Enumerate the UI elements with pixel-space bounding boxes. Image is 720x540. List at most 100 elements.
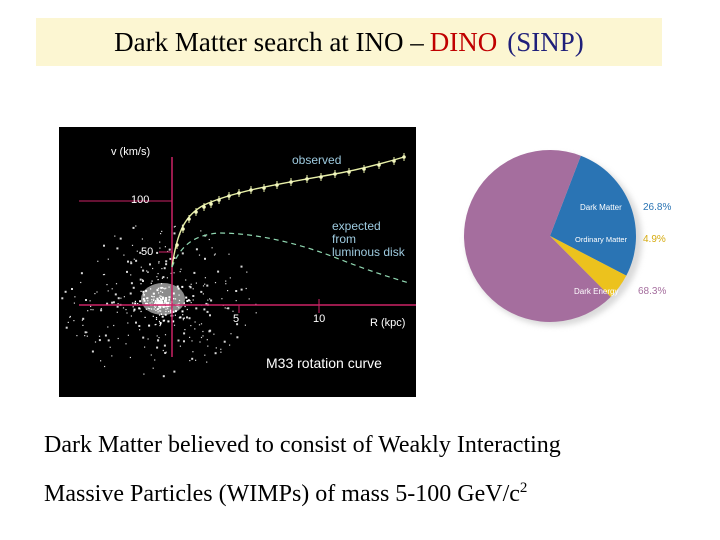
scatter-dot: [141, 238, 143, 240]
scatter-dot: [159, 247, 161, 249]
scatter-dot: [186, 316, 188, 319]
scatter-dot: [104, 365, 106, 368]
scatter-dot: [194, 321, 196, 323]
scatter-dot: [190, 302, 192, 304]
scatter-dot: [246, 271, 248, 273]
scatter-dot: [211, 247, 213, 249]
scatter-dot: [142, 279, 144, 281]
scatter-dot: [84, 335, 86, 337]
scatter-dot: [142, 250, 144, 252]
scatter-dot: [192, 299, 194, 301]
scatter-dot: [186, 308, 188, 311]
scatter-dot: [130, 274, 132, 276]
scatter-dot: [200, 323, 203, 325]
scatter-dot: [181, 285, 184, 288]
scatter-dot: [227, 290, 229, 292]
scatter-dot: [103, 244, 105, 247]
scatter-dot: [132, 226, 135, 229]
scatter-dot: [113, 324, 115, 327]
scatter-dot: [116, 247, 119, 250]
scatter-dot: [173, 272, 175, 274]
scatter-dot: [160, 233, 162, 235]
scatter-dot: [213, 333, 215, 335]
scatter-dot: [116, 311, 118, 313]
caption-line-1: Dark Matter believed to consist of Weakl…: [44, 432, 561, 458]
observed-point: [175, 243, 179, 247]
scatter-dot: [82, 317, 85, 320]
observed-point: [249, 188, 253, 192]
scatter-dot: [109, 346, 111, 348]
title-sinp: (SINP): [507, 26, 584, 57]
scatter-dot: [107, 326, 109, 328]
scatter-dot: [129, 356, 131, 359]
scatter-dot: [140, 310, 142, 313]
scatter-dot: [114, 293, 117, 296]
scatter-dot: [188, 285, 190, 287]
observed-point: [202, 205, 206, 209]
pie-pct-dark-energy: 68.3%: [638, 286, 666, 297]
scatter-dot: [183, 317, 185, 319]
scatter-dot: [69, 316, 71, 318]
scatter-dot: [206, 339, 208, 341]
scatter-dot: [143, 373, 145, 375]
scatter-dot: [136, 250, 138, 252]
scatter-dot: [173, 324, 176, 326]
scatter-dot: [192, 351, 194, 353]
scatter-dot: [150, 354, 152, 356]
observed-point: [402, 155, 406, 159]
scatter-dot: [168, 248, 171, 251]
scatter-dot: [126, 312, 128, 314]
scatter-dot: [206, 361, 208, 363]
expected-curve: [171, 232, 410, 284]
scatter-dot: [81, 319, 83, 321]
scatter-dot: [182, 319, 184, 321]
scatter-dot: [100, 309, 103, 312]
scatter-dot: [220, 351, 222, 353]
scatter-dot: [146, 270, 148, 272]
scatter-dot: [160, 323, 162, 326]
scatter-dot: [217, 270, 220, 273]
scatter-dot: [178, 317, 180, 319]
pie-slice-dark-matter: [550, 155, 637, 276]
scatter-dot: [172, 320, 175, 323]
expected-label-line1: expected: [332, 219, 381, 233]
scatter-dot: [163, 344, 166, 347]
observed-point: [377, 163, 381, 167]
scatter-dot: [164, 352, 167, 354]
scatter-dot: [200, 290, 203, 293]
scatter-dot: [130, 315, 132, 317]
scatter-dot: [97, 260, 99, 262]
scatter-dot: [156, 346, 159, 349]
scatter-dot: [98, 335, 101, 337]
scatter-dot: [180, 268, 182, 270]
scatter-dot: [152, 367, 154, 369]
scatter-dot: [76, 335, 78, 337]
scatter-dot: [67, 321, 69, 323]
scatter-dot: [208, 330, 211, 333]
scatter-dot: [209, 298, 211, 300]
scatter-dot: [155, 317, 158, 319]
observed-point: [289, 180, 293, 184]
scatter-dot: [204, 283, 206, 285]
scatter-dot: [116, 305, 119, 308]
scatter-dot: [214, 352, 217, 355]
scatter-dot: [244, 324, 246, 326]
scatter-dot: [100, 308, 102, 310]
scatter-dot: [224, 307, 226, 309]
scatter-dot: [206, 284, 209, 287]
scatter-dot: [126, 270, 128, 273]
scatter-dot: [159, 241, 161, 243]
scatter-dot: [154, 324, 156, 326]
scatter-dot: [115, 283, 118, 285]
scatter-dot: [117, 303, 119, 305]
scatter-dot: [183, 302, 185, 304]
scatter-dot: [156, 251, 159, 254]
title-dino: DINO: [429, 26, 498, 57]
scatter-dot: [173, 370, 176, 373]
scatter-dot: [159, 314, 161, 316]
scatter-dot: [139, 300, 142, 303]
scatter-dot: [74, 296, 76, 298]
scatter-dot: [170, 272, 172, 274]
scatter-dot: [90, 305, 92, 307]
pie-label-ordinary-matter: Ordinary Matter: [575, 235, 628, 244]
